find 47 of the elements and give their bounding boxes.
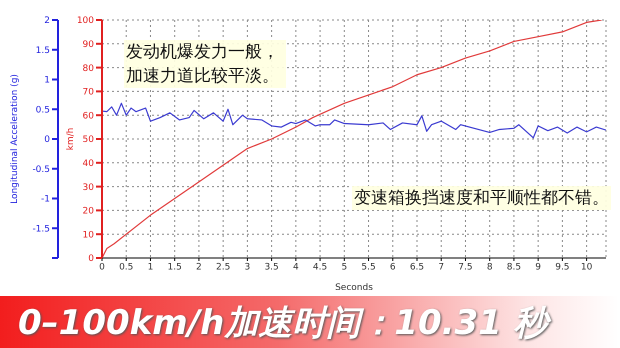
y-axis-title: km/h xyxy=(66,128,76,150)
y-tick-label: 80 xyxy=(82,64,94,74)
x-tick-label: 5.5 xyxy=(361,262,376,272)
y-tick-label: 0 xyxy=(88,254,94,264)
y-tick-label: 30 xyxy=(82,182,94,193)
x-tick-label: 9 xyxy=(535,262,542,272)
x-tick-label: 3 xyxy=(244,262,250,272)
x-tick-label: 7 xyxy=(438,262,444,272)
x-tick-label: 4.5 xyxy=(312,262,328,272)
x-tick-label: 0 xyxy=(99,262,106,272)
y2-tick-label: -1.5 xyxy=(32,224,50,234)
y-tick-label: 20 xyxy=(82,206,94,217)
x-tick-label: 8 xyxy=(486,262,493,272)
x-tick-label: 6 xyxy=(390,262,396,272)
y2-tick-label: 0 xyxy=(44,135,50,146)
y2-tick-label: 1 xyxy=(44,76,50,86)
x-tick-label: 3.5 xyxy=(264,262,279,272)
annotation: 变速箱换挡速度和平顺性都不错。 xyxy=(352,186,611,210)
y-tick-label: 10 xyxy=(82,230,94,240)
x-tick-label: 9.5 xyxy=(555,262,570,272)
x-tick-label: 1 xyxy=(148,262,154,272)
x-tick-label: 0.5 xyxy=(119,262,134,272)
x-tick-label: 5 xyxy=(341,262,348,272)
x-tick-label: 7.5 xyxy=(458,262,473,272)
y-tick-label: 70 xyxy=(82,88,94,98)
x-tick-label: 2.5 xyxy=(216,262,230,272)
y2-tick-label: -1 xyxy=(41,194,50,205)
y-tick-label: 90 xyxy=(82,40,94,50)
y-tick-label: 100 xyxy=(76,16,94,26)
x-axis-title: Seconds xyxy=(335,283,374,293)
y2-tick-label: 1.5 xyxy=(36,46,50,56)
x-tick-label: 10 xyxy=(580,262,593,272)
x-tick-label: 4 xyxy=(292,262,299,272)
x-tick-label: 2 xyxy=(196,262,202,272)
x-tick-label: 8.5 xyxy=(506,262,522,272)
y-tick-label: 60 xyxy=(82,111,94,122)
y-tick-label: 50 xyxy=(82,135,94,146)
line-series xyxy=(102,102,606,138)
y2-tick-label: 0.5 xyxy=(36,105,50,116)
y2-tick-label: -0.5 xyxy=(32,164,50,175)
y-tick-label: 40 xyxy=(82,158,94,169)
x-tick-label: 1.5 xyxy=(168,262,182,272)
y2-axis-title: Longitudinal Acceleration (g) xyxy=(10,74,20,204)
line-series xyxy=(102,20,602,258)
x-tick-label: 6.5 xyxy=(410,262,424,272)
annotation: 发动机爆发力一般，加速力道比较平淡。 xyxy=(124,40,286,88)
y2-tick-label: 2 xyxy=(44,16,50,26)
